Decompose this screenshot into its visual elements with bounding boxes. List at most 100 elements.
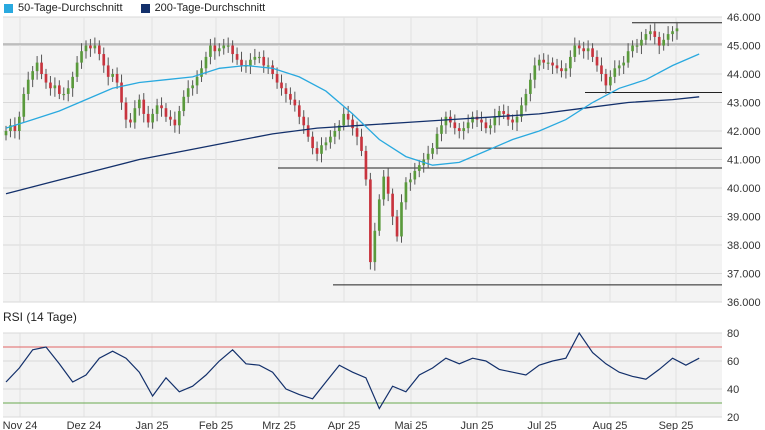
candle-body: [626, 51, 630, 63]
price-y-tick-label: 44.000: [727, 69, 761, 81]
candle-body: [515, 116, 519, 123]
candle-body: [342, 113, 346, 126]
price-y-tick-label: 36.000: [727, 297, 761, 309]
candle-body: [369, 179, 372, 263]
candle-body: [266, 65, 270, 67]
candle-body: [582, 48, 586, 52]
candle-body: [111, 74, 114, 77]
candle-body: [586, 48, 590, 52]
candle-body: [431, 148, 434, 154]
candle-body: [657, 36, 661, 46]
candle-body: [137, 99, 141, 109]
candle-body: [257, 56, 261, 59]
candle-body: [186, 88, 190, 97]
candle-body: [249, 59, 252, 66]
candle-body: [600, 65, 603, 74]
price-y-tick-label: 38.000: [727, 240, 761, 252]
candle-body: [177, 111, 181, 126]
candle-body: [324, 142, 328, 146]
candle-body: [440, 125, 443, 134]
x-tick-label: Mai 25: [394, 420, 427, 430]
candle-body: [577, 45, 581, 49]
candle-body: [417, 165, 421, 171]
candle-body: [364, 150, 368, 180]
candle-body: [13, 125, 17, 131]
candle-body: [124, 102, 128, 120]
legend-item-ma200: 200-Tage-Durchschnitt: [137, 2, 266, 14]
x-tick-label: Jul 25: [527, 420, 556, 430]
legend: 50-Tage-Durchschnitt 200-Tage-Durchschni…: [0, 1, 279, 15]
candle-body: [275, 74, 279, 83]
candle-body: [635, 45, 639, 47]
candle-body: [551, 62, 554, 66]
candle-body: [462, 128, 466, 131]
candle-body: [182, 96, 186, 112]
ma50-swatch: [4, 3, 13, 13]
price-y-tick-label: 39.000: [727, 212, 761, 224]
candle-body: [44, 74, 48, 83]
candle-body: [146, 113, 150, 123]
candle-body: [235, 54, 239, 60]
rsi-y-tick-label: 80: [727, 328, 739, 340]
candle-body: [546, 62, 550, 64]
candle-body: [560, 68, 563, 72]
candle-body: [622, 62, 626, 66]
rsi-y-tick-label: 40: [727, 384, 739, 396]
candle-body: [289, 93, 292, 100]
candle-body: [480, 119, 483, 123]
candle-body: [466, 122, 470, 129]
candle-body: [591, 48, 594, 57]
candle-body: [484, 122, 488, 129]
candle-body: [609, 76, 612, 86]
candle-body: [333, 131, 337, 137]
candle-body: [644, 34, 648, 40]
candle-body: [297, 105, 301, 117]
ma200-swatch: [140, 3, 150, 13]
price-y-tick-label: 37.000: [727, 269, 761, 281]
candle-body: [191, 85, 194, 89]
candle-body: [675, 28, 679, 32]
candle-body: [231, 45, 234, 55]
candle-body: [120, 82, 123, 103]
rsi-line: [5, 331, 700, 410]
x-tick-label: Feb 25: [199, 420, 233, 430]
candle-body: [280, 82, 283, 89]
candle-body: [31, 71, 34, 80]
rsi-panel-bg: [3, 333, 722, 417]
candle-body: [26, 79, 30, 94]
candle-body: [89, 45, 92, 49]
ma200-line: [5, 96, 700, 195]
candle-body: [155, 105, 159, 114]
candle-body: [4, 131, 8, 136]
candle-body: [537, 59, 541, 66]
candle-body: [80, 51, 83, 63]
candle-body: [604, 74, 608, 86]
price-y-tick-label: 43.000: [727, 98, 761, 110]
rsi-y-tick-label: 20: [727, 412, 739, 424]
candle-body: [302, 116, 306, 126]
candle-body: [400, 202, 403, 237]
x-tick-label: Jan 25: [135, 420, 168, 430]
candle-body: [311, 136, 314, 149]
candle-body: [57, 85, 61, 94]
legend-label-ma200: 200-Tage-Durchschnitt: [154, 2, 266, 14]
candle-body: [204, 56, 208, 69]
candle-body: [329, 136, 332, 143]
candle-body: [391, 193, 394, 217]
candle-body: [671, 31, 674, 35]
candle-body: [129, 119, 132, 123]
candle-body: [617, 65, 621, 69]
candle-body: [457, 128, 461, 131]
candle-body: [169, 116, 172, 120]
candle-body: [444, 116, 448, 126]
candle-body: [386, 176, 390, 194]
candle-body: [97, 45, 101, 55]
price-y-tick-label: 46.000: [727, 12, 761, 24]
candle-body: [373, 230, 377, 263]
candle-body: [520, 105, 523, 117]
price-y-tick-label: 42.000: [727, 126, 761, 138]
candle-body: [71, 76, 74, 89]
candle-body: [471, 116, 474, 123]
x-tick-label: Apr 25: [328, 420, 360, 430]
